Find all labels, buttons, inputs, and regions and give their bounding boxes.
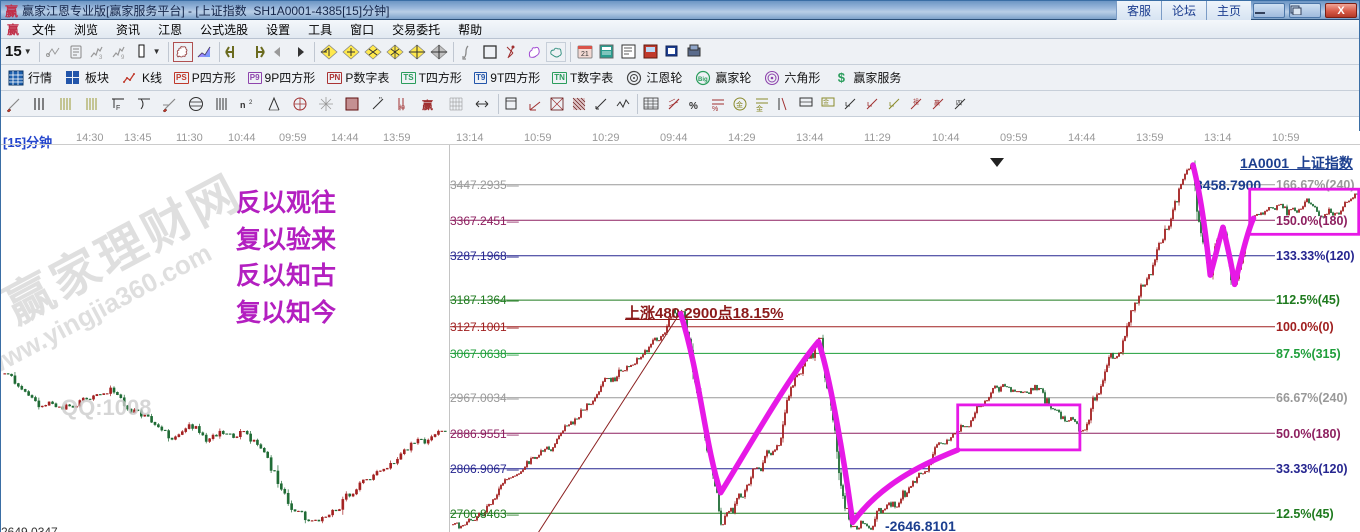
svg-text:赢: 赢 <box>422 98 433 112</box>
svg-text:金: 金 <box>823 98 829 106</box>
svg-text:%: % <box>712 106 718 112</box>
svg-text:9: 9 <box>121 55 125 61</box>
svg-text:F: F <box>116 105 120 112</box>
svg-text:": " <box>379 96 382 105</box>
svg-text:2: 2 <box>249 100 253 106</box>
svg-text:金: 金 <box>756 104 763 112</box>
svg-text:%: % <box>689 101 698 112</box>
svg-text:四: 四 <box>956 100 962 107</box>
svg-text:金: 金 <box>736 100 743 109</box>
svg-text:3: 3 <box>99 55 103 61</box>
svg-text:Big: Big <box>698 77 708 83</box>
svg-text:抻: 抻 <box>399 104 405 112</box>
svg-text:赢: 赢 <box>934 99 940 107</box>
svg-text:21: 21 <box>581 51 589 58</box>
svg-text:n: n <box>240 100 246 110</box>
svg-text:袓: 袓 <box>913 98 919 106</box>
